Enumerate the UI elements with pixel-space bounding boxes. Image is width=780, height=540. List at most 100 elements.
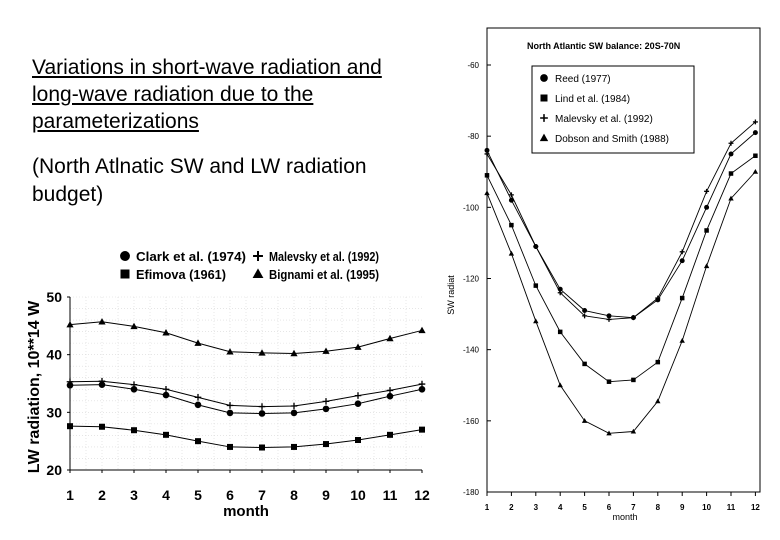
lw-y-tick-label: 20 xyxy=(46,462,62,478)
sw-point-2-10 xyxy=(728,140,734,146)
sw-point-1-9 xyxy=(704,228,709,233)
lw-series-line-3 xyxy=(69,321,423,355)
lw-point-0-3 xyxy=(162,391,170,399)
lw-point-2-7 xyxy=(290,402,298,410)
sw-legend-label-1: Lind et al. (1984) xyxy=(555,94,630,105)
lw-point-0-10 xyxy=(386,392,394,400)
lw-point-0-1 xyxy=(98,381,106,388)
sw-point-2-1 xyxy=(508,192,514,198)
lw-legend-marker-3 xyxy=(252,268,264,279)
slide-title: Variations in short-wave radiation and l… xyxy=(32,56,382,133)
sw-x-tick-label: 11 xyxy=(727,503,736,512)
lw-y-axis-label: LW radiation, 10**14 W xyxy=(26,300,43,473)
lw-legend-marker-0 xyxy=(120,251,130,261)
lw-point-0-7 xyxy=(290,409,298,417)
lw-point-2-1 xyxy=(98,377,106,385)
sw-legend-marker-2 xyxy=(540,114,548,122)
sw-point-0-9 xyxy=(704,204,710,210)
sw-legend-label-0: Reed (1977) xyxy=(555,74,611,85)
lw-point-2-11 xyxy=(418,380,426,388)
lw-point-2-10 xyxy=(386,387,394,394)
lw-point-1-1 xyxy=(99,423,105,430)
sw-x-tick-label: 9 xyxy=(680,503,685,512)
sw-x-tick-label: 3 xyxy=(534,503,539,512)
lw-point-0-9 xyxy=(354,400,362,407)
lw-legend-label-3: Bignami et al. (1995) xyxy=(269,267,379,282)
lw-point-1-10 xyxy=(387,431,393,438)
lw-point-3-0 xyxy=(66,320,74,328)
lw-point-0-8 xyxy=(322,405,330,413)
lw-x-tick-label: 10 xyxy=(350,487,366,503)
sw-point-2-8 xyxy=(679,249,685,255)
sw-x-tick-label: 2 xyxy=(509,503,514,512)
lw-point-2-6 xyxy=(258,403,266,410)
sw-x-tick-label: 6 xyxy=(607,503,612,512)
sw-series-line-3 xyxy=(486,171,756,434)
sw-y-tick-label: -120 xyxy=(463,275,480,284)
lw-point-2-0 xyxy=(66,378,74,386)
sw-legend-label-2: Malevsky et al. (1992) xyxy=(555,114,653,125)
sw-point-0-5 xyxy=(606,313,612,319)
slide-subtitle: (North Atlnatic SW and LW radiation budg… xyxy=(32,155,367,206)
sw-point-3-6 xyxy=(630,428,637,434)
lw-y-tick-label: 50 xyxy=(46,289,62,305)
lw-point-2-2 xyxy=(130,381,138,388)
sw-point-2-5 xyxy=(606,316,612,322)
lw-x-tick-label: 9 xyxy=(322,487,330,503)
sw-legend: Reed (1977) Lind et al. (1984) Malevsky et… xyxy=(531,65,695,154)
sw-y-tick-label: -140 xyxy=(463,346,480,355)
sw-point-2-9 xyxy=(704,188,710,194)
sw-point-3-9 xyxy=(703,263,710,269)
sw-point-1-0 xyxy=(484,173,490,178)
sw-x-tick-label: 5 xyxy=(582,503,587,512)
sw-plot-frame xyxy=(486,27,761,493)
sw-x-tick-label: 4 xyxy=(558,503,563,512)
sw-series xyxy=(484,119,759,436)
sw-y-tick-label: -160 xyxy=(463,417,480,426)
lw-point-2-8 xyxy=(322,398,330,405)
lw-point-2-5 xyxy=(226,402,234,409)
lw-legend-label-1: Efimova (1961) xyxy=(136,267,226,282)
sw-point-0-0 xyxy=(484,147,490,153)
lw-legend-box xyxy=(113,245,373,285)
lw-legend-label-2: Malevsky et al. (1992) xyxy=(269,249,379,264)
sw-x-tick-label: 8 xyxy=(656,503,661,512)
lw-point-0-6 xyxy=(258,410,266,417)
sw-point-0-4 xyxy=(582,308,588,313)
sw-legend-label-3: Dobson and Smith (1988) xyxy=(555,134,669,145)
lw-x-tick-label: 1 xyxy=(66,487,74,503)
lw-legend-label-0: Clark et al. (1974) xyxy=(136,249,246,264)
sw-point-2-4 xyxy=(582,313,588,319)
sw-point-1-7 xyxy=(655,359,661,365)
sw-point-1-11 xyxy=(753,153,758,158)
lw-point-3-10 xyxy=(386,334,394,342)
lw-point-3-8 xyxy=(322,347,330,354)
sw-series-line-0 xyxy=(486,132,756,319)
lw-point-0-11 xyxy=(418,385,426,393)
lw-point-3-7 xyxy=(290,349,298,357)
sw-point-3-1 xyxy=(508,250,515,256)
lw-point-0-4 xyxy=(194,401,202,409)
sw-legend-marker-0 xyxy=(540,74,548,82)
lw-point-0-0 xyxy=(66,381,74,389)
lw-point-1-11 xyxy=(419,426,425,433)
sw-point-2-11 xyxy=(752,119,758,125)
lw-point-1-3 xyxy=(163,431,169,438)
sw-point-2-3 xyxy=(557,290,563,296)
lw-point-1-8 xyxy=(323,441,329,448)
sw-point-2-2 xyxy=(533,244,539,249)
sw-x-axis-label: month xyxy=(612,512,637,522)
sw-point-1-4 xyxy=(582,361,587,367)
sw-point-2-7 xyxy=(655,295,661,301)
sw-frame xyxy=(486,27,761,493)
sw-point-2-0 xyxy=(484,151,490,157)
sw-y-tick-label: -80 xyxy=(467,132,479,141)
lw-x-tick-label: 6 xyxy=(226,487,234,503)
lw-point-0-2 xyxy=(130,385,138,393)
sw-y-tick-label: -180 xyxy=(463,488,480,497)
